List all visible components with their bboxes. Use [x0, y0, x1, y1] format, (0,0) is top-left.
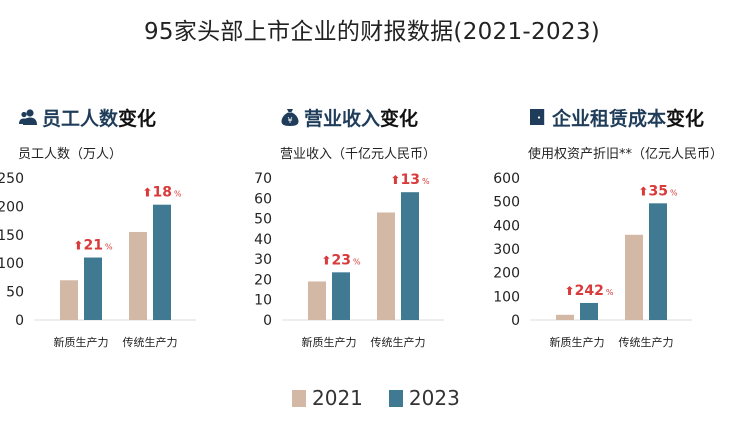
- y-tick-label: 100: [493, 289, 520, 305]
- growth-label: ⬆35%: [638, 183, 678, 199]
- panel-heading-main: 企业租赁成本: [552, 107, 667, 130]
- panel-heading-lease-cost: 企业租赁成本 变化: [528, 103, 704, 131]
- svg-text:¥: ¥: [287, 116, 292, 125]
- chart-title: 95家头部上市企业的财报数据(2021-2023): [143, 19, 601, 45]
- y-tick-label: 600: [493, 171, 520, 187]
- y-tick-label: 500: [493, 195, 520, 211]
- bar-chart-lease-cost: 0 100 200 300 400 500 600 ⬆242 % 新质生产力 ⬆35 % 传统生产力: [493, 171, 692, 349]
- growth-label: ⬆13%: [390, 172, 430, 188]
- bar-2021: [308, 281, 326, 320]
- y-tick-label: 0: [15, 313, 24, 329]
- bar-2023: [332, 272, 350, 320]
- y-tick-label: 150: [0, 228, 24, 244]
- y-tick-label: 300: [493, 242, 520, 258]
- bar-2023: [580, 302, 598, 320]
- unit-label: 使用权资产折旧**（亿元人民币）: [528, 147, 724, 162]
- growth-label: ⬆21%: [73, 238, 113, 254]
- y-tick-label: 60: [254, 191, 272, 207]
- panel-heading-employees: 员工人数 变化: [18, 103, 156, 131]
- y-tick-label: 50: [6, 285, 24, 301]
- y-tick-label: 0: [511, 313, 520, 329]
- category-label: 传统生产力: [371, 335, 426, 349]
- category-label: 新质生产力: [54, 335, 109, 349]
- unit-label: 员工人数（万人）: [18, 147, 123, 162]
- bar-2021: [556, 314, 574, 320]
- bar-chart-revenue: 0 10 20 30 40 50 60 70 ⬆23 % 新质生产力 ⬆13 % 传统生产力: [254, 171, 444, 349]
- category-label: 新质生产力: [550, 335, 605, 349]
- category-label: 传统生产力: [123, 335, 178, 349]
- legend-label-2021: 2021: [312, 386, 363, 410]
- growth-label: ⬆18%: [142, 185, 182, 201]
- bar-2021: [129, 231, 147, 320]
- category-label: 传统生产力: [619, 335, 674, 349]
- money-bag-icon: ¥: [281, 109, 299, 126]
- panel-heading-suffix: 变化: [380, 107, 419, 130]
- panel-heading-suffix: 变化: [666, 107, 705, 130]
- panel-heading-suffix: 变化: [118, 107, 157, 130]
- y-tick-label: 200: [493, 266, 520, 282]
- y-tick-label: 70: [254, 171, 272, 187]
- panel-heading-main: 营业收入: [304, 107, 381, 130]
- y-tick-label: 30: [254, 252, 272, 268]
- y-tick-label: 10: [254, 293, 272, 309]
- bar-2023: [401, 192, 419, 320]
- bar-2021: [625, 234, 643, 320]
- bar-2021: [60, 280, 78, 320]
- bar-2023: [153, 204, 171, 320]
- growth-label: ⬆23%: [321, 252, 361, 268]
- people-icon: [19, 109, 37, 125]
- y-tick-label: 250: [0, 171, 24, 187]
- y-tick-label: 200: [0, 199, 24, 215]
- legend-label-2023: 2023: [408, 386, 460, 410]
- unit-label: 营业收入（千亿元人民币）: [280, 147, 437, 162]
- y-tick-label: 20: [254, 272, 272, 288]
- legend-swatch-2021: [292, 389, 306, 407]
- bar-2021: [377, 212, 395, 320]
- legend-swatch-2023: [388, 389, 403, 407]
- bar-chart-employees: 0 50 100 150 200 250 ⬆21 % 新质生产力 ⬆18 % 传统生产力: [0, 171, 196, 349]
- growth-label: ⬆242%: [565, 283, 614, 299]
- legend: 2021 2023: [292, 384, 486, 412]
- y-tick-label: 40: [254, 232, 272, 248]
- category-label: 新质生产力: [302, 335, 357, 349]
- door-icon: [530, 109, 545, 125]
- panel-heading-main: 员工人数: [42, 107, 119, 130]
- panel-heading-revenue: ¥ 营业收入 变化: [280, 103, 418, 131]
- y-tick-label: 0: [263, 313, 272, 329]
- bar-2023: [84, 257, 102, 320]
- y-tick-label: 50: [254, 212, 272, 228]
- y-tick-label: 400: [493, 218, 520, 234]
- bar-2023: [649, 203, 667, 320]
- y-tick-label: 100: [0, 256, 24, 272]
